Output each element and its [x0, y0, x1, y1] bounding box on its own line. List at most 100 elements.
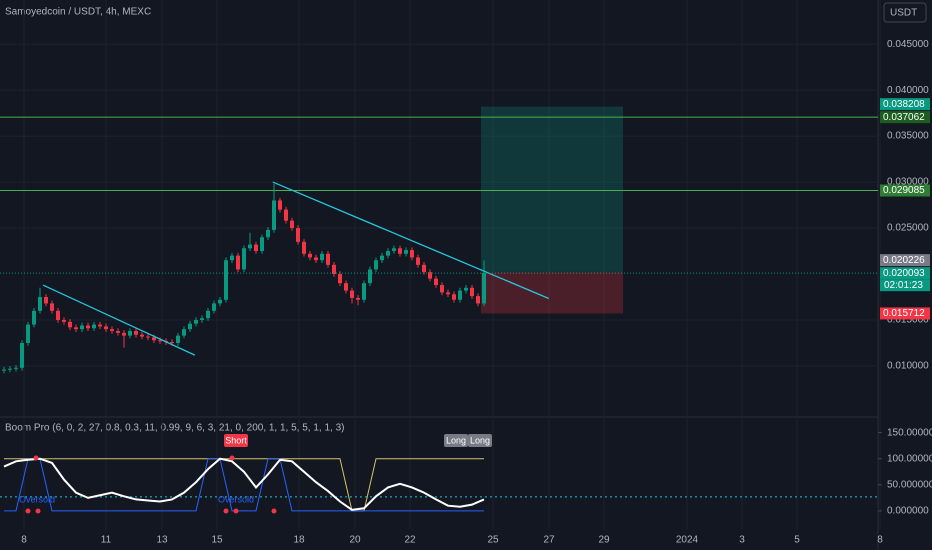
candle-body [470, 287, 474, 297]
candle-body [170, 342, 174, 344]
signal-bg [224, 434, 248, 447]
candle-body [248, 244, 252, 249]
price-label: 0.020226 [883, 255, 925, 266]
candle-body [2, 369, 6, 371]
indicator-line [4, 458, 484, 512]
y-tick-label: 0.030000 [887, 177, 929, 188]
indicator-tick-label: 0.000000 [887, 506, 929, 517]
candle-body [116, 331, 120, 333]
x-tick-label: 2024 [676, 535, 699, 546]
candle-body [134, 331, 138, 335]
currency-button[interactable] [883, 2, 927, 23]
candle-body [284, 209, 288, 221]
candle-body [326, 253, 330, 265]
candle-body [146, 336, 150, 338]
candle-body [464, 287, 468, 291]
candle-body [38, 297, 42, 311]
candle-body [302, 241, 306, 254]
signal-bg [444, 434, 468, 447]
candle-body [338, 274, 342, 284]
candle-body [140, 334, 144, 337]
candle-body [266, 229, 270, 238]
price-label: 0.029085 [883, 185, 925, 196]
candle-body [398, 248, 402, 254]
candle-body [86, 325, 90, 329]
price-label: 0.015712 [883, 308, 925, 319]
currency-button-label[interactable]: USDT [890, 8, 917, 19]
candle-body [446, 292, 450, 295]
candle-body [194, 319, 198, 324]
candle-body [356, 297, 360, 300]
candle-body [320, 253, 324, 261]
candle-body [110, 329, 114, 332]
candle-body [362, 283, 366, 300]
signal-dot [33, 455, 39, 461]
price-label-bg [880, 184, 930, 197]
signal-dot [233, 508, 239, 514]
candle-body [428, 272, 432, 279]
candle-body [188, 323, 192, 330]
indicator-title: Boom Pro (6, 0, 2, 27, 0.8, 0.3, 11, 0.9… [5, 423, 344, 434]
candle-body [50, 303, 54, 311]
signal-label: Long [446, 435, 466, 445]
candle-body [182, 329, 186, 336]
candle-body [200, 318, 204, 320]
candle-body [98, 324, 102, 327]
candle-body [422, 264, 426, 273]
candle-body [32, 310, 36, 325]
indicator-line [4, 458, 484, 512]
x-tick-label: 27 [543, 535, 555, 546]
candle-body [350, 290, 354, 298]
candle-body [236, 255, 240, 270]
x-tick-label: 29 [598, 535, 610, 546]
candle-body [374, 260, 378, 270]
candle-body [416, 257, 420, 265]
candle-body [56, 310, 60, 320]
x-tick-label: 8 [21, 535, 27, 546]
candle-body [458, 290, 462, 300]
candle-body [104, 326, 108, 330]
candle-body [308, 253, 312, 258]
candle-body [254, 244, 258, 252]
candle-body [8, 368, 12, 370]
zone-label: Oversold [218, 494, 254, 504]
candle-body [224, 260, 228, 300]
indicator-tick-label: 150.000000 [887, 427, 932, 438]
price-label-bg [880, 98, 930, 111]
candle-body [452, 294, 456, 300]
x-tick-label: 13 [156, 535, 168, 546]
y-tick-label: 0.040000 [887, 85, 929, 96]
x-tick-label: 25 [487, 535, 499, 546]
candle-body [122, 332, 126, 336]
candle-body [392, 248, 396, 252]
candle-body [344, 283, 348, 291]
signal-dot [271, 508, 277, 514]
price-label-bg [880, 254, 930, 267]
candle-body [80, 325, 84, 330]
position-loss [481, 271, 623, 314]
candle-body [14, 367, 18, 369]
candle-body [440, 285, 444, 293]
candle-body [380, 255, 384, 261]
candle-body [260, 237, 264, 252]
candle-body [44, 297, 48, 304]
x-tick-label: 11 [101, 535, 112, 546]
candle-body [128, 331, 132, 336]
candle-body [230, 255, 234, 261]
price-label-bg [880, 307, 930, 320]
candle-body [158, 340, 162, 342]
x-tick-label: 5 [794, 535, 800, 546]
candle-body [212, 303, 216, 311]
candle-body [272, 200, 276, 230]
indicator-tick-label: 50.000000 [887, 479, 932, 490]
candle-body [434, 278, 438, 286]
position-profit [481, 106, 623, 272]
candle-body [386, 251, 390, 256]
x-tick-label: 8 [877, 535, 883, 546]
zone-label: Oversold [19, 494, 55, 504]
signal-dot [25, 508, 31, 514]
signal-bg [468, 434, 492, 447]
candle-body [62, 319, 66, 322]
